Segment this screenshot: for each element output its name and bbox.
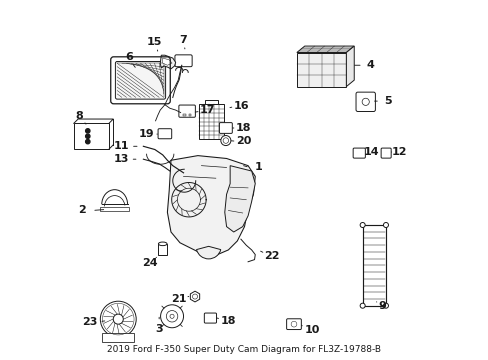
Bar — [102, 333, 134, 342]
Text: 8: 8 — [75, 111, 82, 121]
Bar — [188, 114, 191, 116]
Polygon shape — [167, 156, 255, 255]
Text: 20: 20 — [236, 136, 251, 146]
Text: 17: 17 — [200, 105, 215, 115]
Text: 24: 24 — [142, 258, 157, 268]
Text: 7: 7 — [179, 35, 187, 45]
Bar — [198, 104, 224, 139]
Text: 21: 21 — [171, 294, 186, 304]
Bar — [158, 244, 167, 255]
Text: 2019 Ford F-350 Super Duty Cam Diagram for FL3Z-19788-B: 2019 Ford F-350 Super Duty Cam Diagram f… — [107, 345, 381, 354]
Text: 6: 6 — [125, 52, 133, 62]
Circle shape — [383, 303, 387, 308]
FancyBboxPatch shape — [115, 62, 165, 99]
Text: 18: 18 — [236, 123, 251, 133]
Text: 22: 22 — [263, 251, 279, 261]
Wedge shape — [196, 246, 220, 259]
Circle shape — [221, 135, 230, 145]
Polygon shape — [160, 55, 175, 69]
Text: 11: 11 — [114, 141, 129, 151]
Polygon shape — [296, 53, 346, 87]
Circle shape — [383, 222, 387, 228]
FancyBboxPatch shape — [204, 313, 216, 323]
Text: 16: 16 — [233, 102, 249, 112]
FancyBboxPatch shape — [158, 129, 171, 139]
Text: 12: 12 — [391, 147, 407, 157]
FancyBboxPatch shape — [286, 319, 301, 329]
Text: 3: 3 — [155, 324, 163, 334]
Text: 2: 2 — [79, 206, 86, 216]
Bar — [74, 123, 109, 149]
FancyBboxPatch shape — [355, 92, 375, 112]
Ellipse shape — [158, 242, 167, 246]
Circle shape — [360, 303, 365, 308]
Text: 5: 5 — [384, 96, 391, 106]
Polygon shape — [163, 58, 172, 65]
Circle shape — [85, 134, 90, 138]
Bar — [362, 225, 385, 306]
FancyBboxPatch shape — [219, 123, 232, 134]
FancyBboxPatch shape — [175, 55, 192, 67]
Circle shape — [100, 301, 136, 337]
Polygon shape — [296, 46, 353, 53]
Text: 13: 13 — [114, 154, 129, 164]
FancyBboxPatch shape — [179, 105, 195, 117]
Text: 14: 14 — [363, 147, 379, 157]
Text: 4: 4 — [366, 60, 374, 70]
Polygon shape — [346, 46, 353, 87]
Circle shape — [113, 314, 123, 324]
FancyBboxPatch shape — [352, 148, 365, 158]
Circle shape — [85, 139, 90, 144]
FancyBboxPatch shape — [380, 148, 390, 158]
Text: 1: 1 — [254, 162, 262, 172]
Text: 18: 18 — [220, 316, 236, 325]
Text: 23: 23 — [81, 317, 97, 327]
Bar — [100, 207, 129, 211]
Circle shape — [85, 129, 90, 133]
Text: 10: 10 — [304, 325, 319, 335]
Text: 19: 19 — [139, 129, 155, 139]
Bar — [183, 114, 185, 116]
Text: 9: 9 — [378, 301, 386, 311]
Circle shape — [160, 305, 183, 328]
Circle shape — [360, 222, 365, 228]
Bar — [204, 100, 218, 104]
Polygon shape — [224, 166, 255, 232]
Text: 15: 15 — [147, 37, 162, 47]
